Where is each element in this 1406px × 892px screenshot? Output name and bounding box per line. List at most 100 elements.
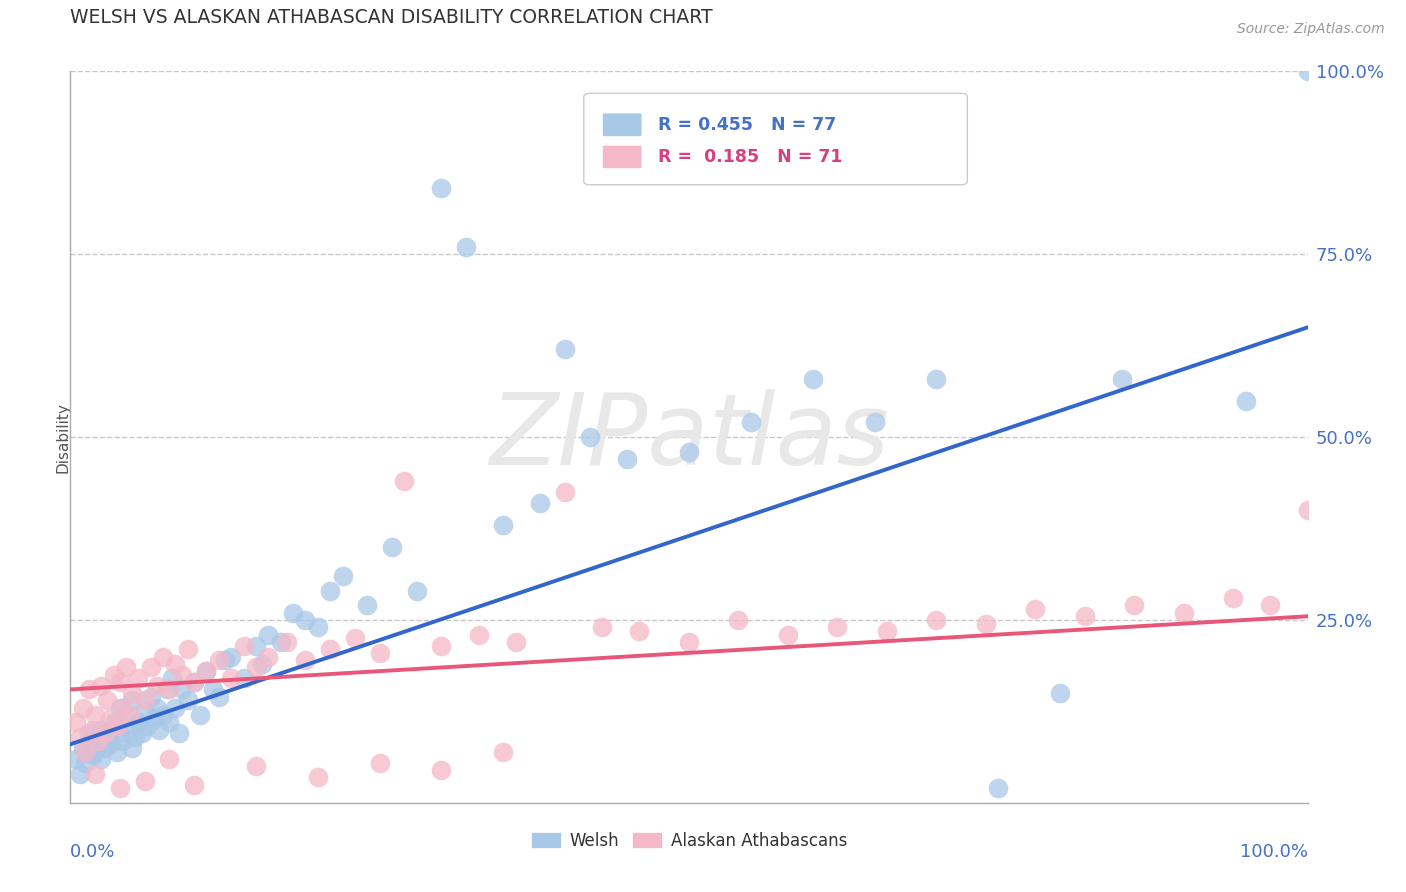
Point bbox=[111, 733, 134, 747]
Legend: Welsh, Alaskan Athabascans: Welsh, Alaskan Athabascans bbox=[524, 825, 853, 856]
Point bbox=[98, 737, 121, 751]
Point bbox=[430, 639, 453, 653]
Point bbox=[270, 635, 292, 649]
Point bbox=[250, 657, 273, 671]
Point bbox=[121, 686, 143, 700]
Point bbox=[579, 430, 602, 444]
FancyBboxPatch shape bbox=[602, 113, 643, 136]
Point bbox=[1123, 599, 1146, 613]
Point bbox=[319, 642, 342, 657]
Point bbox=[108, 675, 131, 690]
Point bbox=[165, 657, 187, 671]
Point bbox=[827, 620, 849, 634]
Point bbox=[115, 708, 138, 723]
Point bbox=[201, 682, 224, 697]
Point bbox=[1024, 602, 1046, 616]
Point bbox=[111, 700, 134, 714]
FancyBboxPatch shape bbox=[602, 145, 643, 169]
Point bbox=[208, 653, 231, 667]
Point bbox=[232, 672, 254, 686]
Point bbox=[232, 639, 254, 653]
Point bbox=[127, 672, 149, 686]
Point bbox=[115, 660, 138, 674]
Point bbox=[1173, 606, 1195, 620]
Text: R =  0.185   N = 71: R = 0.185 N = 71 bbox=[658, 148, 842, 166]
Point bbox=[1074, 609, 1097, 624]
Point bbox=[170, 667, 193, 681]
Point bbox=[332, 569, 354, 583]
Point bbox=[96, 730, 118, 744]
Point bbox=[456, 240, 478, 254]
Point bbox=[105, 745, 128, 759]
Point bbox=[591, 620, 613, 634]
Point bbox=[195, 664, 218, 678]
Point bbox=[65, 752, 87, 766]
Point bbox=[1234, 393, 1257, 408]
Point bbox=[925, 371, 948, 385]
Point bbox=[84, 708, 107, 723]
Text: 0.0%: 0.0% bbox=[70, 843, 115, 861]
Point bbox=[69, 766, 91, 780]
Point bbox=[65, 715, 87, 730]
Point bbox=[69, 730, 91, 744]
Point bbox=[307, 770, 329, 784]
Point bbox=[121, 693, 143, 707]
Point bbox=[276, 635, 298, 649]
Point bbox=[146, 700, 169, 714]
Point bbox=[134, 705, 156, 719]
Point bbox=[77, 682, 100, 697]
Point bbox=[177, 693, 200, 707]
Point bbox=[294, 653, 316, 667]
Point bbox=[430, 763, 453, 777]
Point bbox=[108, 781, 131, 796]
Point bbox=[118, 708, 141, 723]
Point bbox=[195, 664, 218, 678]
Point bbox=[188, 708, 211, 723]
Point bbox=[183, 675, 205, 690]
Text: R = 0.455   N = 77: R = 0.455 N = 77 bbox=[658, 116, 837, 134]
Point bbox=[1296, 64, 1319, 78]
Point bbox=[156, 682, 179, 697]
Point bbox=[72, 740, 94, 755]
Point bbox=[245, 639, 267, 653]
Point bbox=[368, 756, 391, 770]
Point bbox=[776, 627, 799, 641]
Point bbox=[183, 778, 205, 792]
Point bbox=[727, 613, 749, 627]
Point bbox=[925, 613, 948, 627]
Point bbox=[82, 748, 104, 763]
Point bbox=[108, 726, 131, 740]
Point bbox=[245, 759, 267, 773]
Point bbox=[90, 679, 112, 693]
Point bbox=[146, 679, 169, 693]
Point bbox=[124, 730, 146, 744]
Point bbox=[381, 540, 404, 554]
Point bbox=[84, 745, 107, 759]
Point bbox=[1111, 371, 1133, 385]
Point bbox=[245, 660, 267, 674]
Point bbox=[529, 496, 551, 510]
Point bbox=[121, 740, 143, 755]
Point bbox=[505, 635, 527, 649]
Point bbox=[177, 642, 200, 657]
Point bbox=[876, 624, 898, 638]
Point bbox=[219, 672, 242, 686]
FancyBboxPatch shape bbox=[583, 94, 967, 185]
Point bbox=[118, 723, 141, 737]
Point bbox=[616, 452, 638, 467]
Point bbox=[86, 733, 108, 747]
Point bbox=[319, 583, 342, 598]
Point bbox=[96, 693, 118, 707]
Point bbox=[165, 700, 187, 714]
Point bbox=[208, 690, 231, 704]
Point bbox=[554, 343, 576, 357]
Point bbox=[554, 485, 576, 500]
Point bbox=[134, 773, 156, 788]
Point bbox=[84, 766, 107, 780]
Point bbox=[467, 627, 489, 641]
Point bbox=[94, 740, 117, 755]
Point bbox=[148, 723, 170, 737]
Point bbox=[974, 616, 997, 631]
Point bbox=[75, 756, 97, 770]
Point bbox=[86, 733, 108, 747]
